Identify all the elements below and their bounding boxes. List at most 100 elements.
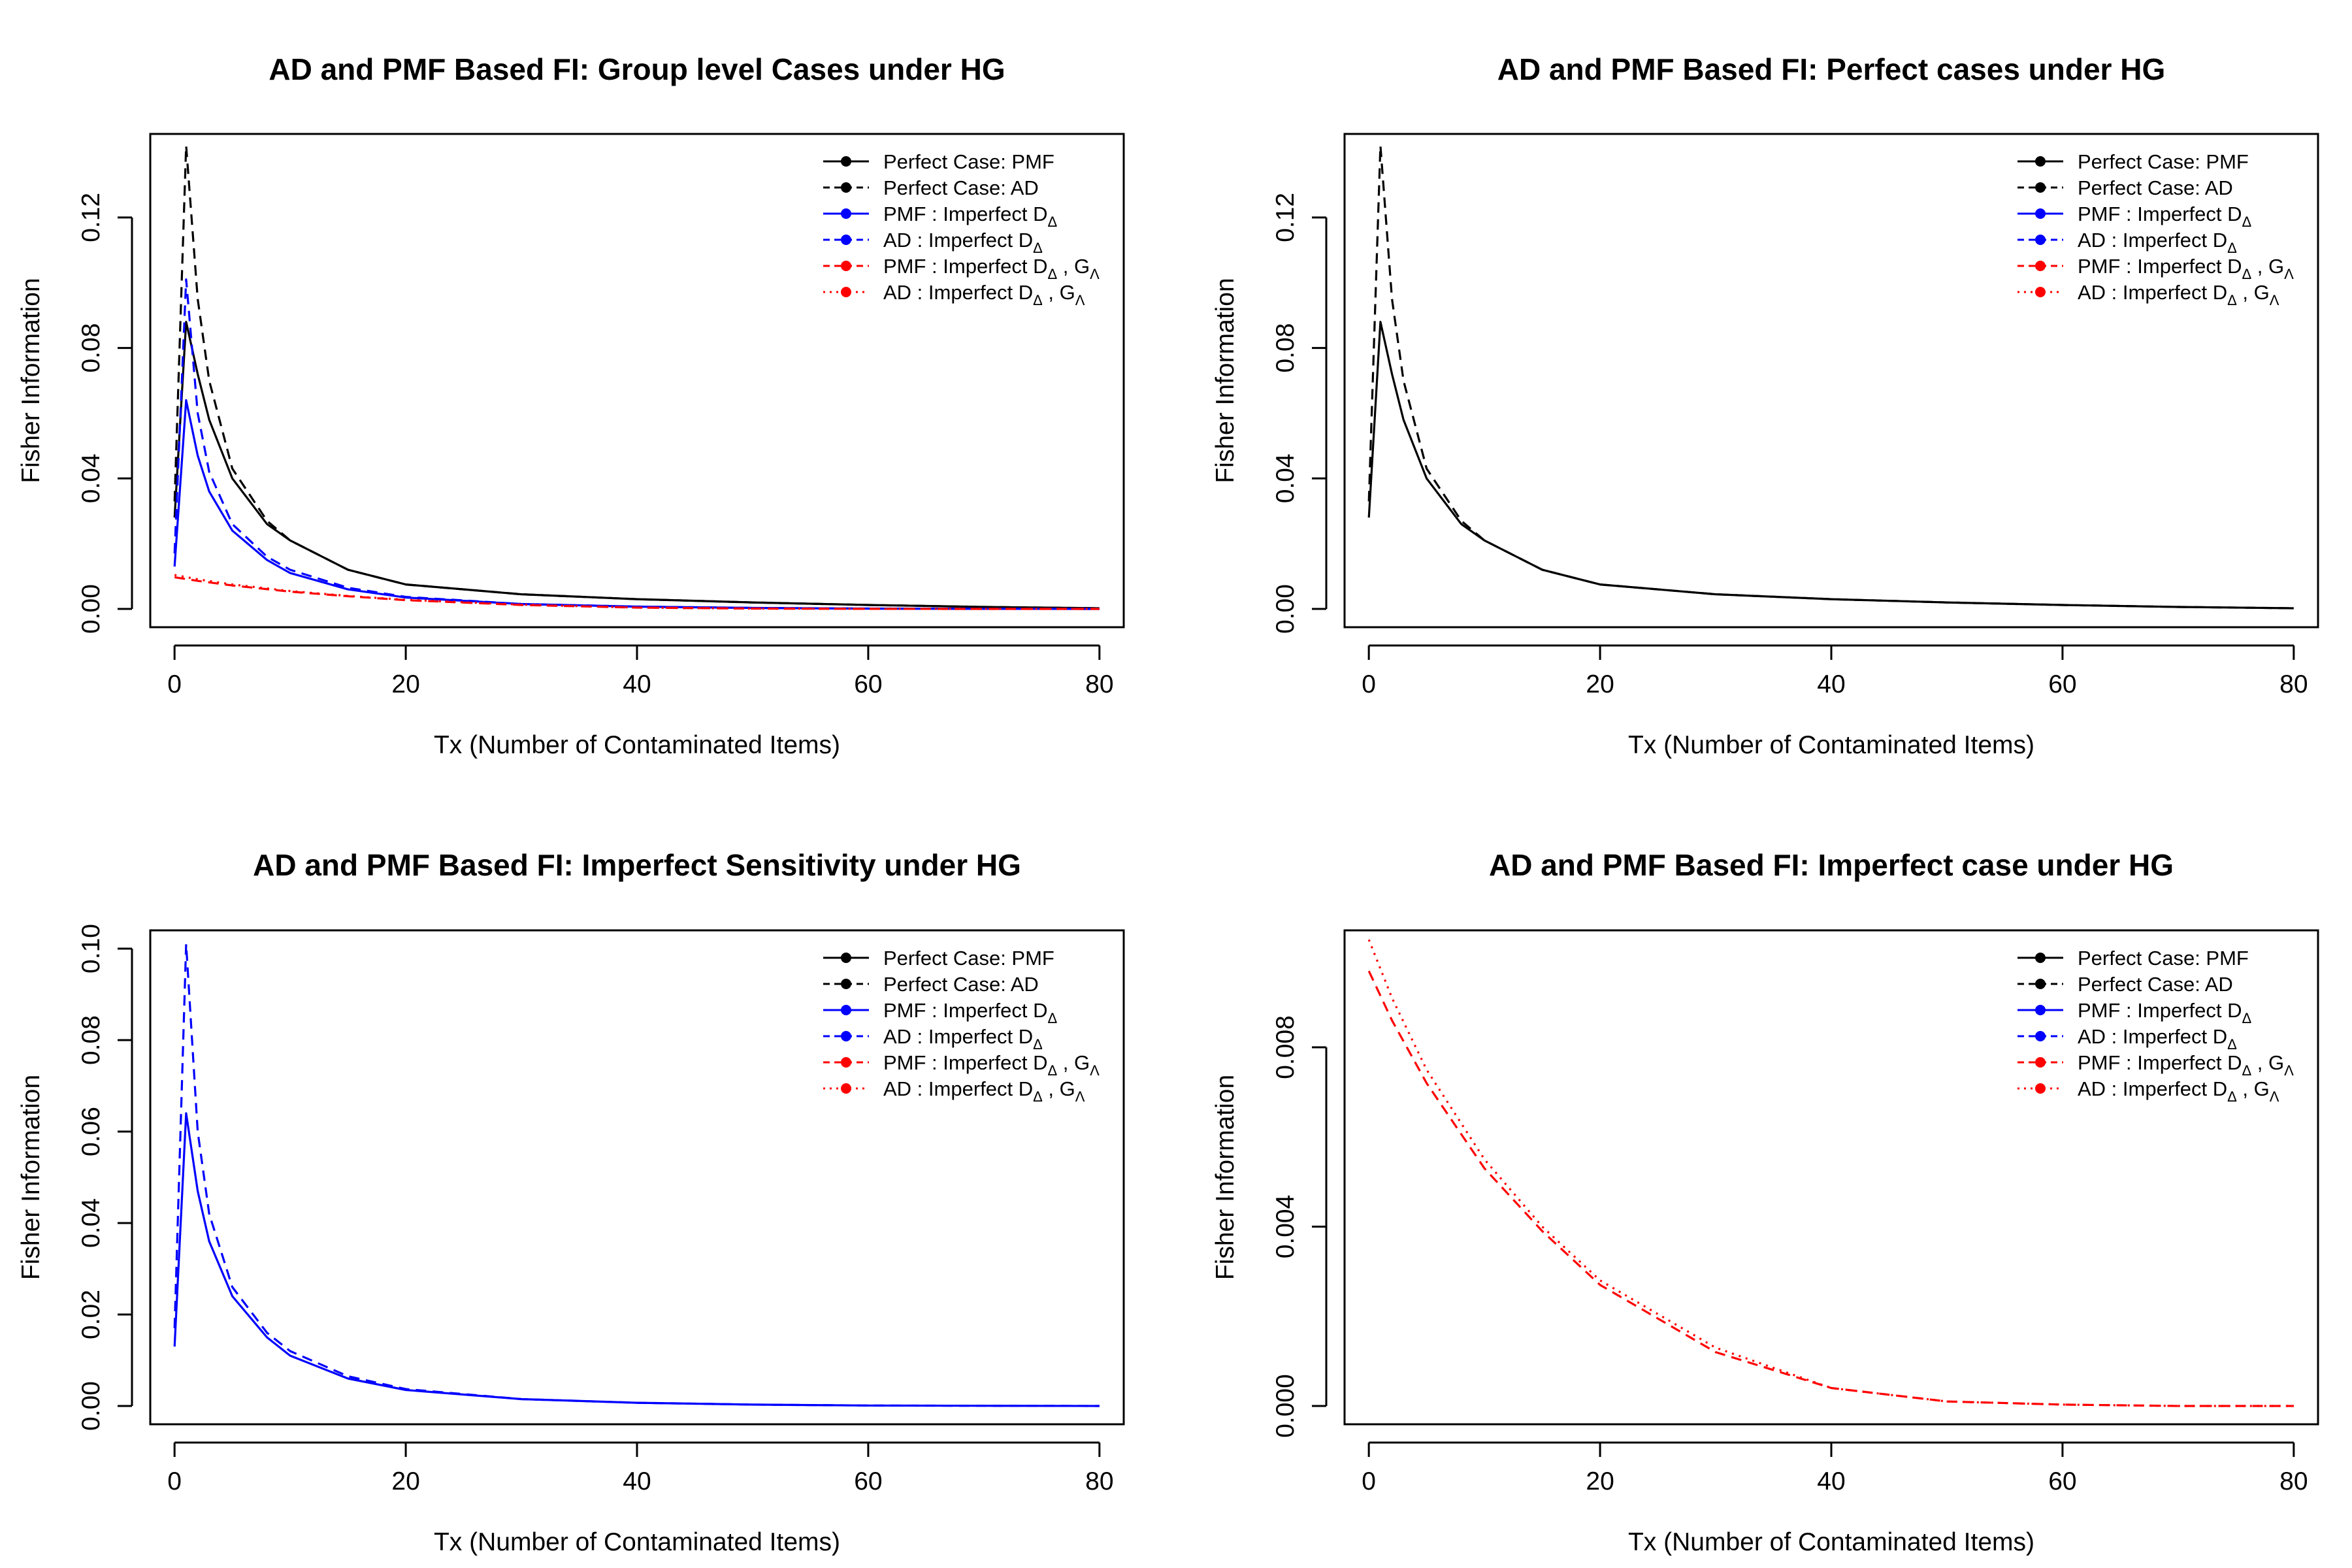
legend-label: AD : Imperfect DΔ , GΛ (883, 1077, 1085, 1105)
legend-item: AD : Imperfect DΔ (823, 1025, 1043, 1053)
legend-label-subscript: Δ (1047, 266, 1057, 282)
legend-label-text: , G (1057, 1051, 1090, 1074)
x-tick-label: 40 (623, 1467, 651, 1495)
x-axis: 0 20 40 60 80 (1362, 1441, 2308, 1495)
legend-label-text: , G (1043, 1077, 1075, 1100)
chart-panel-1: AD and PMF Based FI: Group level Cases u… (17, 52, 1125, 759)
plot-frame (1343, 133, 2319, 629)
legend-marker (841, 1005, 851, 1015)
legend-label-subscript: Δ (1047, 1062, 1057, 1079)
legend-label-subscript: Δ (1033, 240, 1043, 256)
chart-panel-4: AD and PMF Based FI: Imperfect case unde… (1211, 848, 2319, 1556)
legend-marker (841, 953, 851, 963)
legend-item: PMF : Imperfect DΔ (2017, 203, 2251, 230)
y-tick-label: 0.08 (77, 1015, 105, 1065)
legend-marker (841, 156, 851, 167)
series-line (173, 399, 1100, 610)
legend-label-subscript: Δ (1047, 214, 1057, 230)
y-axis-label: Fisher Information (17, 278, 45, 483)
legend-marker (2035, 1005, 2046, 1015)
y-axis: 0.00 0.02 0.04 0.06 0.08 0.10 (77, 924, 133, 1431)
series-group (1367, 939, 2294, 1407)
legend-label-subscript: Δ (1047, 1010, 1057, 1026)
y-tick-label: 0.008 (1271, 1015, 1299, 1079)
legend-label-text: PMF : Imperfect D (883, 1051, 1047, 1074)
legend-item: PMF : Imperfect DΔ (823, 999, 1057, 1026)
legend: Perfect Case: PMF Perfect Case: AD PMF : I… (2017, 150, 2294, 308)
legend-marker (2035, 156, 2046, 167)
chart-title: AD and PMF Based FI: Imperfect Sensitivi… (253, 848, 1021, 882)
legend-item: PMF : Imperfect DΔ , GΛ (823, 255, 1100, 282)
legend-label-text: PMF : Imperfect D (883, 203, 1047, 225)
legend-marker (841, 235, 851, 245)
x-tick-label: 60 (2048, 670, 2076, 698)
legend-label-subscript: Δ (2227, 1036, 2237, 1053)
legend-label-text: PMF : Imperfect D (883, 255, 1047, 278)
legend-label-text: Perfect Case: PMF (883, 150, 1054, 173)
legend-label-text: AD : Imperfect D (883, 1025, 1033, 1048)
series-group (173, 144, 1100, 610)
legend-marker (2035, 979, 2046, 989)
x-tick-label: 40 (1817, 1467, 1845, 1495)
legend-item: AD : Imperfect DΔ , GΛ (823, 281, 1085, 308)
legend-label-text: AD : Imperfect D (2078, 1025, 2227, 1048)
legend-label-subscript: Δ (2242, 266, 2251, 282)
x-tick-label: 0 (1362, 1467, 1376, 1495)
x-tick-label: 20 (391, 670, 419, 698)
legend-label-subscript: Λ (1090, 1062, 1100, 1079)
legend-label-subscript: Λ (2284, 1062, 2294, 1079)
legend-marker (2035, 287, 2046, 297)
legend-item: Perfect Case: AD (2017, 176, 2233, 199)
legend-marker (2035, 1057, 2046, 1068)
legend-label: Perfect Case: AD (2078, 176, 2233, 199)
x-tick-label: 0 (167, 670, 182, 698)
legend-label-text: Perfect Case: PMF (2078, 150, 2249, 173)
x-tick-label: 80 (1085, 670, 1113, 698)
legend-marker (841, 208, 851, 219)
y-axis-label: Fisher Information (17, 1075, 45, 1280)
legend-label-subscript: Λ (2270, 292, 2279, 308)
legend-label-text: Perfect Case: AD (883, 973, 1039, 996)
legend-marker (841, 1031, 851, 1041)
series-line (1367, 970, 2294, 1407)
legend: Perfect Case: PMF Perfect Case: AD PMF : I… (823, 150, 1100, 308)
legend-label-subscript: Δ (2242, 214, 2251, 230)
y-tick-label: 0.06 (77, 1107, 105, 1156)
x-tick-label: 40 (1817, 670, 1845, 698)
legend-label: AD : Imperfect DΔ , GΛ (2078, 1077, 2279, 1105)
legend-label: PMF : Imperfect DΔ (883, 203, 1057, 230)
x-tick-label: 80 (2279, 1467, 2308, 1495)
legend-item: AD : Imperfect DΔ (2017, 229, 2237, 256)
chart-panel-3: AD and PMF Based FI: Imperfect Sensitivi… (17, 848, 1125, 1556)
y-axis-label: Fisher Information (1211, 1075, 1239, 1280)
legend-item: Perfect Case: AD (823, 176, 1039, 199)
legend-label-text: Perfect Case: AD (883, 176, 1039, 199)
plot-frame (1343, 929, 2319, 1426)
series-group (1367, 144, 2294, 610)
legend-marker (841, 1083, 851, 1094)
legend-label: PMF : Imperfect DΔ , GΛ (883, 1051, 1100, 1079)
legend-marker (841, 182, 851, 193)
x-axis: 0 20 40 60 80 (1362, 644, 2308, 698)
legend-marker (2035, 182, 2046, 193)
legend-label: Perfect Case: PMF (883, 150, 1054, 173)
legend-label-subscript: Δ (1033, 1036, 1043, 1053)
legend-item: Perfect Case: AD (2017, 973, 2233, 996)
legend-label-text: PMF : Imperfect D (2078, 203, 2242, 225)
legend-label-subscript: Λ (1075, 1088, 1085, 1105)
legend-label: Perfect Case: AD (883, 176, 1039, 199)
legend-label-subscript: Δ (2242, 1010, 2251, 1026)
series-line (173, 321, 1100, 610)
legend-item: AD : Imperfect DΔ (2017, 1025, 2237, 1053)
y-tick-label: 0.004 (1271, 1195, 1299, 1259)
plot-frame (149, 929, 1125, 1426)
x-tick-label: 0 (167, 1467, 182, 1495)
legend-item: PMF : Imperfect DΔ (823, 203, 1057, 230)
legend-item: AD : Imperfect DΔ (823, 229, 1043, 256)
legend-label-text: , G (2251, 255, 2284, 278)
series-line (1367, 321, 2294, 610)
y-tick-label: 0.04 (1271, 453, 1299, 503)
legend-label: Perfect Case: AD (883, 973, 1039, 996)
legend-label-text: , G (2251, 1051, 2284, 1074)
